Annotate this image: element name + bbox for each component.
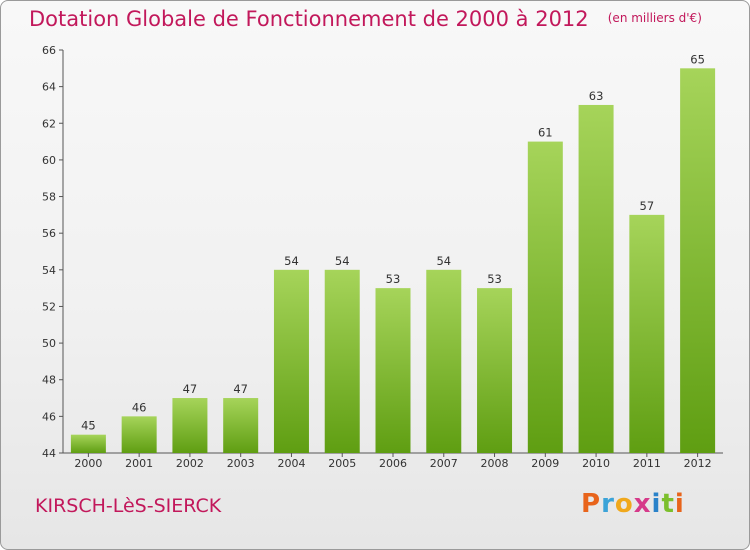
y-tick-label: 64 [42,81,56,94]
chart-title: Dotation Globale de Fonctionnement de 20… [29,7,589,31]
bars [70,68,716,454]
x-tick-label: 2002 [176,457,204,470]
x-tick-label: 2008 [481,457,509,470]
logo-letter: r [601,489,615,519]
x-tick-label: 2003 [227,457,255,470]
x-tick-label: 2006 [379,457,407,470]
x-tick-label: 2007 [430,457,458,470]
value-label: 54 [284,254,299,268]
bar-2005 [324,269,360,453]
title-row: Dotation Globale de Fonctionnement de 20… [29,7,702,31]
y-tick-label: 62 [42,117,56,130]
x-tick-label: 2009 [531,457,559,470]
bar-2003 [223,398,259,453]
logo-letter: o [614,489,634,519]
bar-2000 [70,434,106,453]
value-label: 61 [538,126,553,140]
x-tick-label: 2010 [582,457,610,470]
logo-letter: x [633,489,652,519]
bar-2002 [172,398,208,453]
value-label: 46 [132,400,147,414]
y-tick-label: 58 [42,191,56,204]
proxiti-logo[interactable]: Proxiti [581,489,685,519]
x-tick-label: 2011 [633,457,661,470]
y-tick-label: 46 [42,410,56,423]
bar-2008 [477,288,513,453]
chart-subtitle: (en milliers d'€) [607,11,702,25]
value-label: 45 [81,419,96,433]
y-tick-label: 60 [42,154,56,167]
logo-letter: P [581,489,602,519]
value-label: 47 [233,382,248,396]
x-tick-label: 2000 [74,457,102,470]
value-label: 53 [487,272,502,286]
value-label: 63 [589,89,604,103]
y-tick-label: 48 [42,374,56,387]
value-label: 54 [335,254,350,268]
y-tick-label: 54 [42,264,56,277]
y-tick-label: 52 [42,300,56,313]
x-tick-label: 2004 [277,457,305,470]
y-tick-label: 44 [42,447,56,460]
y-tick-label: 66 [42,44,56,57]
bar-2011 [629,214,665,453]
value-label: 57 [640,199,655,213]
bar-2009 [527,141,563,453]
bar-2006 [375,288,411,453]
bar-2001 [121,416,157,453]
bar-2007 [426,269,462,453]
y-tick-label: 56 [42,227,56,240]
bar-2010 [578,104,614,454]
logo-letter: t [661,489,675,519]
logo-letter: i [674,489,685,519]
commune-name: KIRSCH-LèS-SIERCK [35,495,222,517]
x-tick-label: 2012 [684,457,712,470]
data-labels: 45 46 47 47 54 54 53 54 53 61 63 57 65 [81,52,705,432]
bar-2004 [273,269,309,453]
value-label: 54 [436,254,451,268]
value-label: 47 [183,382,198,396]
value-label: 53 [386,272,401,286]
x-tick-label: 2001 [125,457,153,470]
bar-2012 [680,68,716,454]
x-tick-label: 2005 [328,457,356,470]
axes: 44 46 48 50 52 54 56 58 60 62 64 66 2000 2001 2002 2003… [42,44,723,470]
value-label: 65 [690,52,705,66]
y-tick-label: 50 [42,337,56,350]
logo-letter: i [651,489,662,519]
